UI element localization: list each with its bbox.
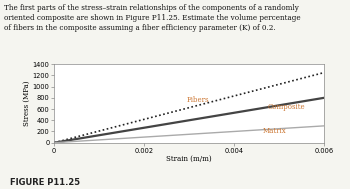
Text: The first parts of the stress–strain relationships of the components of a random: The first parts of the stress–strain rel… [4,4,300,32]
Text: Fibers: Fibers [187,96,209,104]
Text: Matrix: Matrix [263,127,287,135]
Y-axis label: Stress (MPa): Stress (MPa) [23,81,31,126]
Text: FIGURE P11.25: FIGURE P11.25 [10,178,80,187]
Text: Composite: Composite [268,103,305,111]
X-axis label: Strain (m/m): Strain (m/m) [166,155,212,163]
